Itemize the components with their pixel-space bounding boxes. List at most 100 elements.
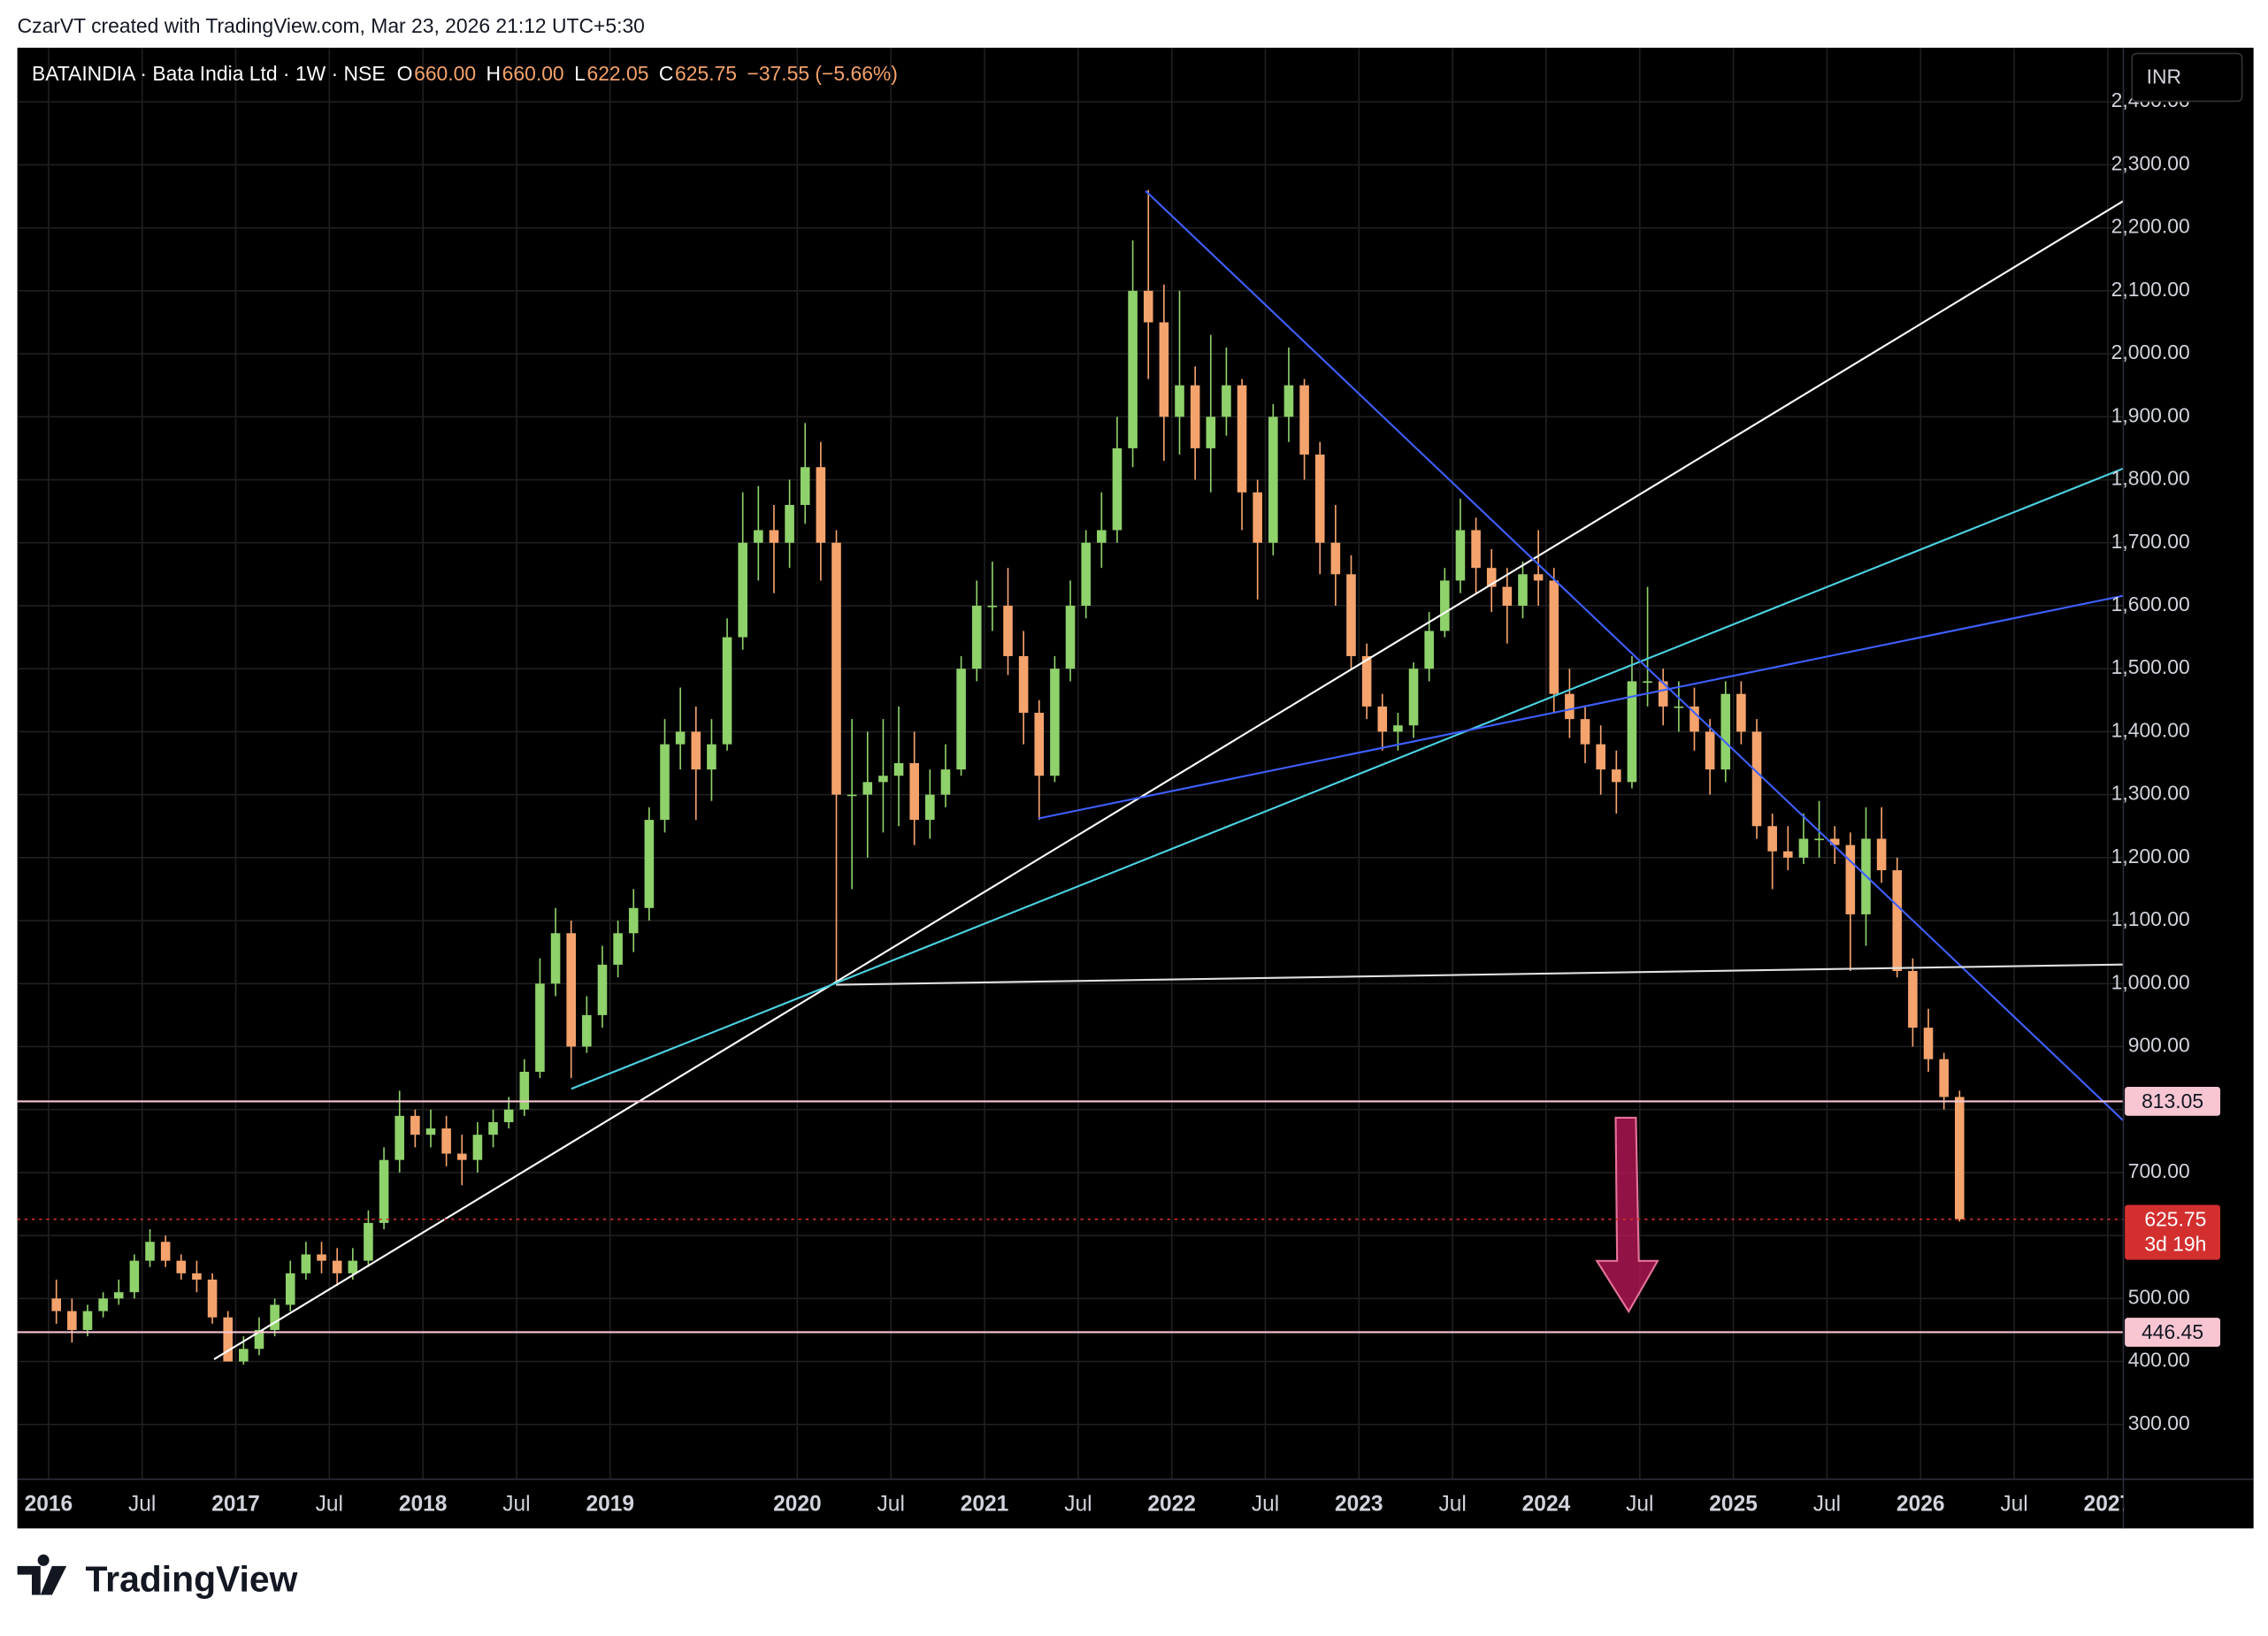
candle-body (1736, 693, 1746, 732)
y-tick-label: 1,400.00 (2111, 718, 2190, 741)
y-tick-label: 1,300.00 (2111, 782, 2190, 805)
candle-body (1081, 542, 1091, 606)
y-tick-label: 700.00 (2128, 1159, 2190, 1182)
attribution: CzarVT created with TradingView.com, Mar… (18, 14, 645, 37)
candle-body (270, 1304, 280, 1330)
candle-body (675, 731, 686, 745)
candle-body (160, 1242, 171, 1261)
candle-body (519, 1071, 530, 1110)
candle-body (1003, 605, 1013, 656)
x-tick-label: Jul (1813, 1493, 1841, 1517)
candle-body (1829, 838, 1840, 845)
candle-body (613, 933, 623, 965)
candle-body (1408, 669, 1419, 726)
x-tick-label: Jul (1626, 1493, 1653, 1517)
candle-body (113, 1292, 124, 1299)
candle-body (535, 983, 545, 1072)
candle-body (1845, 845, 1856, 914)
y-tick-label: 400.00 (2128, 1349, 2190, 1372)
candle-body (1518, 574, 1528, 606)
candle-body (98, 1298, 108, 1311)
legend-value: 625.75 (675, 62, 737, 85)
logo-mark (17, 1554, 67, 1595)
legend-key: H (487, 62, 502, 85)
candle-body (831, 542, 841, 795)
candle-body (800, 467, 810, 506)
candle-body (1690, 706, 1699, 732)
candle-body (1128, 290, 1138, 448)
candle-body (1034, 713, 1045, 776)
candle-body (1050, 669, 1060, 776)
candle-body (1549, 580, 1559, 694)
legend-value: 660.00 (502, 62, 564, 85)
trend-line (1145, 190, 2124, 1122)
candle-body (192, 1273, 202, 1280)
candle-body (1705, 731, 1715, 770)
trend-line (836, 963, 2124, 986)
x-tick-label: 2027 (2084, 1493, 2133, 1517)
candle-body (1471, 530, 1481, 569)
x-tick-label: 2020 (773, 1493, 822, 1517)
candle-body (1939, 1059, 1949, 1097)
candle-body (597, 964, 608, 1015)
legend-value: 660.00 (414, 62, 476, 85)
candle-body (738, 542, 747, 638)
candle-body (956, 669, 966, 770)
candle-body (1798, 838, 1809, 858)
candle-body (1175, 385, 1184, 417)
candle-body (1393, 725, 1403, 732)
candle-body (1206, 417, 1216, 448)
candle-body (472, 1135, 483, 1160)
y-tick-label: 900.00 (2128, 1034, 2190, 1057)
drawings (213, 190, 2124, 1360)
x-tick-label: 2019 (586, 1493, 635, 1517)
candle-body (1455, 530, 1466, 581)
x-tick-label: Jul (1438, 1493, 1466, 1517)
candle-body (1783, 851, 1793, 858)
legend: BATAINDIA · Bata India Ltd · 1W · NSE O 66… (32, 62, 898, 85)
candle-body (425, 1128, 436, 1135)
level-label: 813.05 (2142, 1089, 2203, 1112)
candle-body (1533, 574, 1544, 581)
y-tick-label: 1,700.00 (2111, 530, 2190, 553)
candle-body (1565, 693, 1575, 720)
x-tick-label: 2022 (1147, 1493, 1196, 1517)
y-axis: 300.00400.00500.00600.00700.00800.00900.… (2111, 88, 2190, 1434)
candle-body (1283, 385, 1294, 417)
logo: TradingView (17, 1554, 298, 1600)
candle-body (785, 505, 794, 543)
candle-body (379, 1159, 389, 1223)
x-tick-label: Jul (316, 1493, 343, 1517)
last-price-label: 625.75 (2144, 1207, 2206, 1230)
candle-body (348, 1260, 358, 1273)
currency-box[interactable] (2131, 52, 2243, 103)
candle-body (582, 1014, 592, 1047)
candle-body (1674, 706, 1684, 708)
legend-key: L (574, 62, 586, 85)
trend-line (1038, 594, 2124, 820)
candle-body (1955, 1097, 1965, 1219)
x-tick-label: Jul (2000, 1493, 2027, 1517)
y-tick-label: 2,000.00 (2111, 340, 2190, 363)
candle-body (878, 776, 888, 783)
candle-body (223, 1317, 233, 1362)
candle-body (1330, 542, 1341, 575)
candle-body (816, 467, 826, 543)
legend-key: O (397, 62, 413, 85)
candle-body (987, 605, 998, 608)
levels (17, 1100, 2124, 1334)
x-tick-label: 2017 (211, 1493, 260, 1517)
y-tick-label: 1,900.00 (2111, 403, 2190, 426)
candle-body (364, 1222, 373, 1261)
x-tick-label: Jul (1064, 1493, 1092, 1517)
candle-body (1097, 530, 1107, 543)
candle-body (1612, 769, 1621, 783)
trend-line (213, 200, 2124, 1360)
candle-body (1814, 838, 1824, 841)
candle-body (660, 744, 670, 821)
legend-value: 622.05 (586, 62, 648, 85)
level-label: 446.45 (2142, 1320, 2203, 1343)
legend-key: C (659, 62, 674, 85)
